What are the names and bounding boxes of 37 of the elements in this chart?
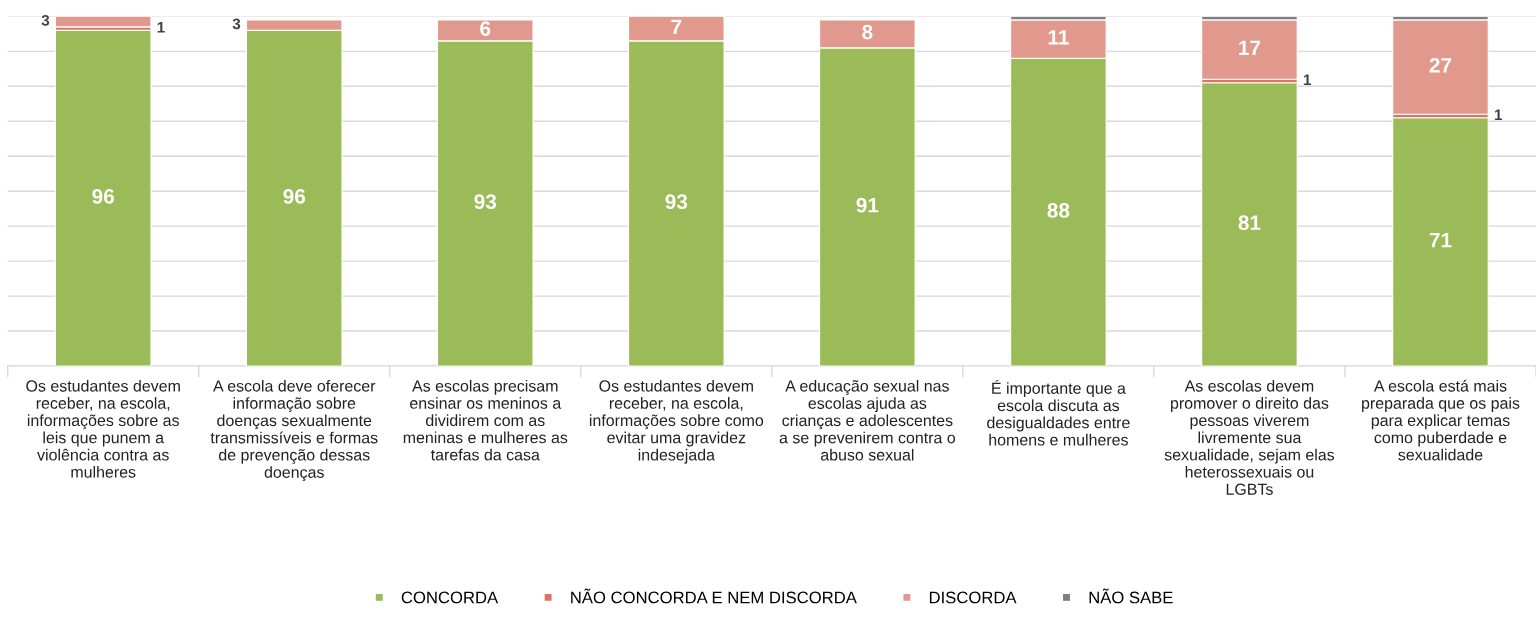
x-tick-label: A escola está mais preparada que os pais para explicar temas como puberdade e sexualidade	[1362, 379, 1520, 461]
data-label: 3	[41, 14, 50, 26]
data-label: 17	[1239, 40, 1261, 55]
bar	[1201, 82, 1298, 367]
legend-label: NÃO SABE	[1089, 588, 1173, 604]
legend-label: CONCORDA	[401, 591, 499, 604]
bar	[1392, 117, 1489, 367]
data-label: 71	[1429, 232, 1452, 248]
data-label: 7	[671, 19, 682, 35]
bar	[54, 29, 152, 367]
data-label: 93	[665, 194, 688, 210]
bar	[54, 16, 152, 28]
x-tick-label: A educação sexual nas escolas ajuda as crianças e adolescentes a se prevenirem contra o abuso sexual	[779, 379, 956, 461]
data-label: 1	[157, 22, 165, 33]
data-label: 81	[1238, 215, 1261, 231]
data-label: 1	[1494, 109, 1503, 120]
x-tick-label: As escolas precisam ensinar os meninos a dividirem com as meninas e mulheres as tarefas da casa	[403, 379, 568, 461]
x-tick-label: As escolas devem promover o direito das pessoas viverem livremente sua sexualidade, sejam elas heterossexuais ou LGBTs	[1164, 379, 1335, 495]
bar	[1392, 19, 1489, 115]
data-label: 88	[1047, 203, 1070, 218]
x-tick-label: Os estudantes devem receber, na escola, informações sobre como evitar uma gravidez indesejada	[589, 379, 764, 464]
x-tick-label: É importante que a escola discuta as desigualdades entre homens e mulheres	[987, 379, 1130, 446]
data-label: 93	[474, 194, 497, 210]
legend-label: DISCORDA	[929, 591, 1017, 604]
data-label: 27	[1429, 57, 1452, 73]
data-label: 6	[480, 21, 491, 36]
data-label: 96	[283, 189, 306, 204]
data-label: 1	[1303, 74, 1311, 86]
x-tick-label: A escola deve oferecer informação sobre doenças sexualmente transmissíveis e formas de prevenção dessas doenças	[210, 379, 378, 482]
bar	[1201, 19, 1298, 80]
legend-label: NÃO CONCORDA E NEM DISCORDA	[571, 588, 857, 604]
data-label: 11	[1048, 30, 1069, 45]
data-label: 3	[232, 18, 241, 30]
x-tick-label: Os estudantes devem receber, na escola, informações sobre as leis que punem a violência contra as mulheres	[26, 379, 180, 478]
data-label: 96	[92, 189, 115, 204]
data-label: 91	[856, 197, 879, 213]
data-label: 8	[862, 24, 873, 40]
